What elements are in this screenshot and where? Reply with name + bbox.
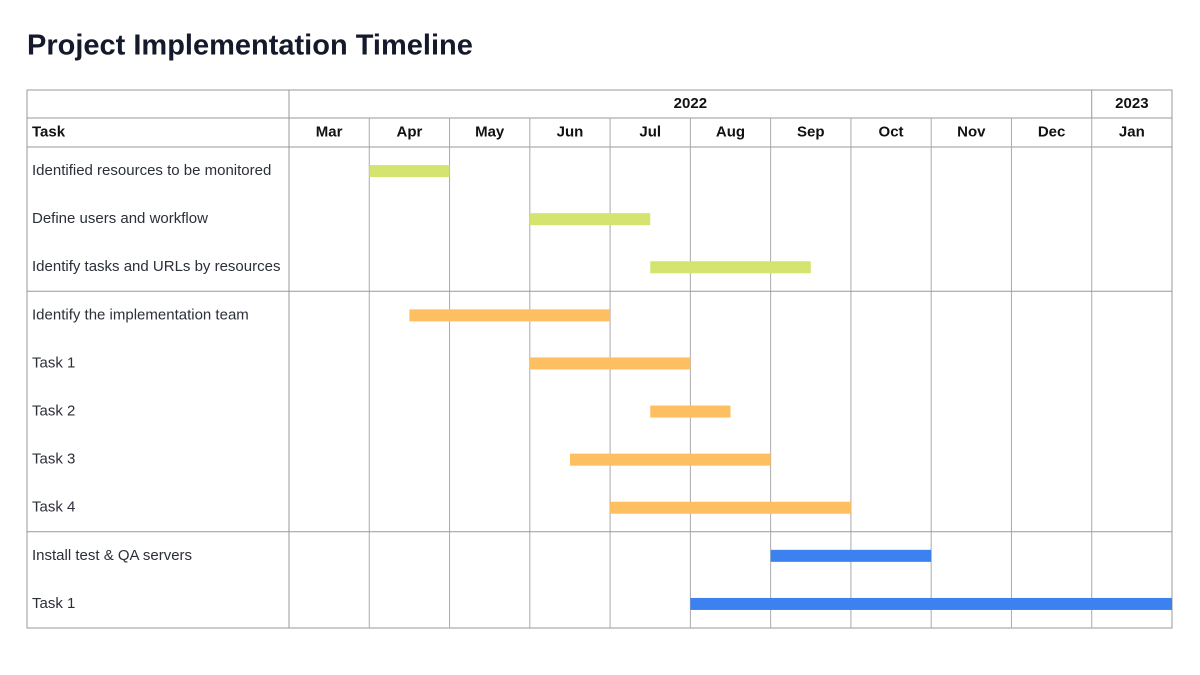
task-name: Task 3 [32, 451, 75, 468]
chart-title: Project Implementation Timeline [27, 30, 473, 62]
year-label: 2022 [674, 95, 707, 112]
month-label: Nov [957, 123, 986, 140]
month-label: Apr [396, 123, 422, 140]
task-bar [569, 453, 771, 466]
month-label: Aug [716, 123, 745, 140]
task-name: Install test & QA servers [32, 547, 192, 564]
task-name: Define users and workflow [32, 210, 208, 227]
task-name: Identify the implementation team [32, 306, 249, 323]
task-bar [690, 597, 1172, 610]
task-name: Task 4 [32, 499, 75, 516]
month-label: Mar [316, 123, 343, 140]
task-bar [650, 405, 731, 418]
month-label: Jan [1119, 123, 1145, 140]
task-name: Identify tasks and URLs by resources [32, 258, 280, 275]
task-name: Identified resources to be monitored [32, 162, 271, 179]
task-bar [610, 501, 851, 514]
month-label: Sep [797, 123, 825, 140]
task-name: Task 1 [32, 354, 75, 371]
month-label: Dec [1038, 123, 1066, 140]
task-bar [369, 165, 450, 178]
year-label: 2023 [1115, 95, 1148, 112]
task-bar [529, 357, 691, 370]
task-bar [650, 261, 811, 274]
month-label: May [475, 123, 505, 140]
task-header: Task [32, 123, 66, 140]
month-label: Jul [639, 123, 661, 140]
month-label: Jun [557, 123, 584, 140]
task-bar [409, 309, 611, 322]
table-frame [26, 89, 1173, 629]
task-bar [529, 213, 651, 226]
task-name: Task 1 [32, 595, 75, 612]
task-name: Task 2 [32, 403, 75, 420]
month-label: Oct [879, 123, 904, 140]
task-bar [770, 549, 932, 562]
